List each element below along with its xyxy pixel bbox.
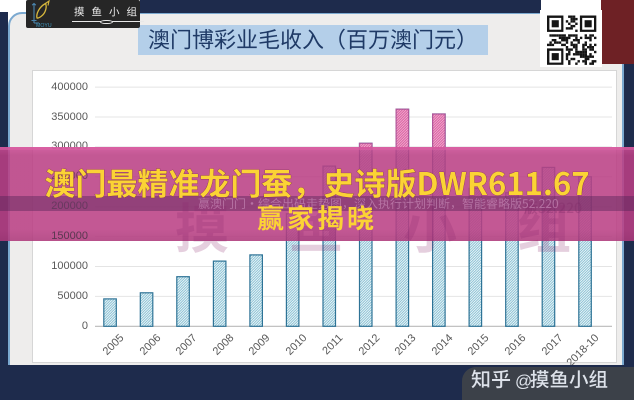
svg-text:@: @ xyxy=(515,372,532,391)
svg-text:MOYU: MOYU xyxy=(36,23,52,28)
